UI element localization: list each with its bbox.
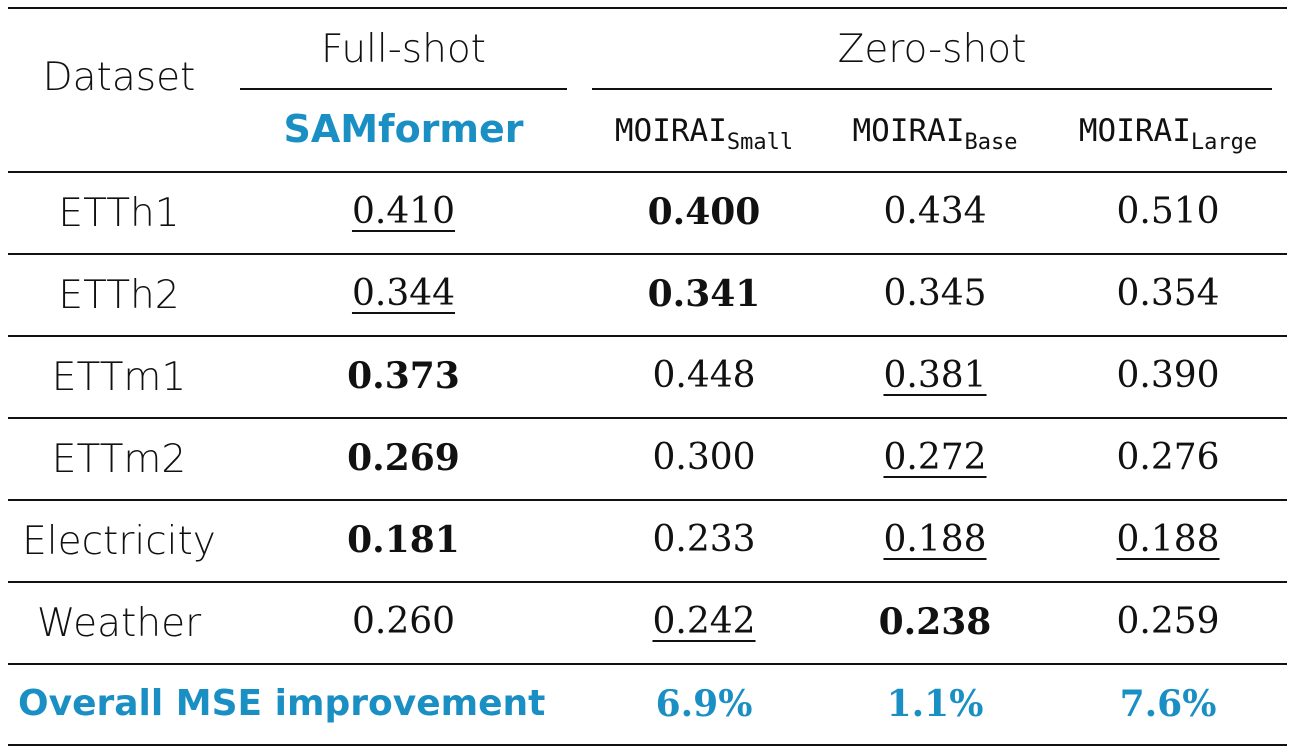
dataset-column-header: Dataset	[42, 55, 196, 100]
bottom-rule	[8, 744, 1287, 746]
fullshot-cmidrule	[240, 88, 567, 90]
table-cell: 0.300	[652, 437, 756, 478]
improvement-moirai-large: 7.6%	[1119, 683, 1217, 725]
moirai-size-base: Base	[964, 130, 1018, 155]
table-cell: 0.259	[1116, 601, 1220, 642]
table-cell: 0.188	[883, 519, 987, 560]
moirai-name: MOIRAI	[1078, 113, 1191, 149]
zeroshot-cmidrule	[592, 88, 1272, 90]
table-cell: 0.181	[347, 519, 460, 561]
table-cell: 0.276	[1116, 437, 1220, 478]
row-rule	[8, 417, 1287, 419]
table-cell: 0.188	[1116, 519, 1220, 560]
moirai-size-small: Small	[726, 130, 794, 155]
table-cell: 0.233	[652, 519, 756, 560]
table-cell: 0.272	[883, 437, 987, 478]
table-cell: 0.341	[647, 273, 761, 315]
row-rule	[8, 253, 1287, 255]
table-cell: 0.410	[351, 191, 456, 232]
full-shot-header: Full-shot	[321, 27, 486, 72]
table-cell: 0.448	[652, 355, 756, 396]
moirai-name: MOIRAI	[852, 113, 965, 149]
moirai-base-column-header: MOIRAIBase	[822, 116, 1048, 154]
table-cell: 0.373	[347, 355, 460, 397]
table-cell: 0.354	[1116, 273, 1220, 314]
table-cell: 0.510	[1116, 191, 1220, 232]
top-rule	[8, 7, 1287, 9]
table-cell: 0.381	[883, 355, 987, 396]
moirai-size-large: Large	[1190, 130, 1258, 155]
row-dataset-name: ETTm1	[51, 355, 187, 400]
row-dataset-name: Electricity	[22, 519, 216, 564]
row-dataset-name: ETTh2	[58, 273, 180, 318]
row-dataset-name: ETTm2	[51, 437, 187, 482]
table-cell: 0.242	[652, 601, 756, 642]
row-rule	[8, 663, 1287, 665]
moirai-name: MOIRAI	[614, 113, 727, 149]
row-rule	[8, 335, 1287, 337]
table-cell: 0.400	[647, 191, 761, 233]
table-cell: 0.434	[883, 191, 987, 232]
table-cell: 0.269	[347, 437, 460, 479]
header-rule	[8, 171, 1287, 173]
row-dataset-name: Weather	[36, 601, 202, 646]
table-cell: 0.390	[1116, 355, 1220, 396]
improvement-moirai-base: 1.1%	[886, 683, 984, 725]
samformer-column-header: SAMformer	[283, 107, 524, 151]
moirai-small-column-header: MOIRAISmall	[588, 116, 820, 154]
improvement-moirai-small: 6.9%	[655, 683, 753, 725]
row-rule	[8, 581, 1287, 583]
overall-improvement-label: Overall MSE improvement	[18, 683, 546, 724]
row-rule	[8, 499, 1287, 501]
table-cell: 0.238	[878, 601, 992, 643]
zero-shot-header: Zero-shot	[837, 27, 1027, 72]
moirai-large-column-header: MOIRAILarge	[1050, 116, 1286, 154]
table-cell: 0.344	[351, 273, 456, 314]
row-dataset-name: ETTh1	[58, 191, 180, 236]
table-cell: 0.260	[351, 601, 456, 642]
table-cell: 0.345	[883, 273, 987, 314]
